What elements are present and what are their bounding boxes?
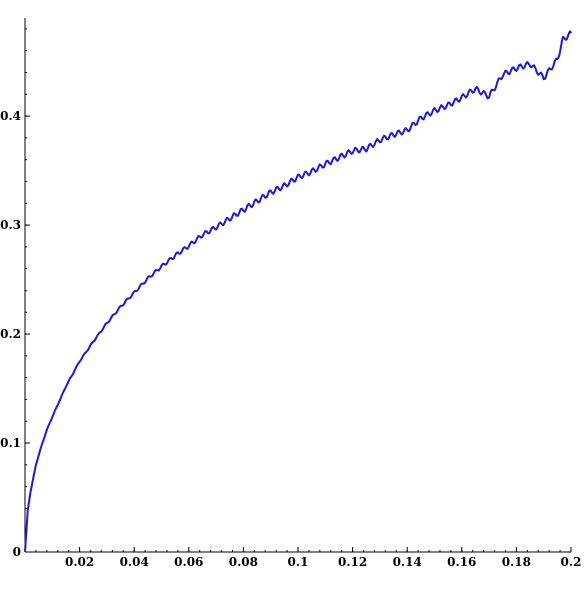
x-tick-label: 0.18 [502,555,531,569]
tick-marks [25,28,572,553]
x-tick-label: 0.06 [174,555,203,569]
y-tick-label: 0 [13,545,21,559]
tick-labels: 0.02 0.04 0.06 0.08 0.1 0.12 0.14 0.16 0.18 0.2 0 0… [0,109,581,569]
x-tick-label: 0.16 [447,555,476,569]
x-tick-label: 0.1 [288,555,309,569]
x-tick-label: 0.02 [65,555,94,569]
y-tick-label: 0.3 [0,218,21,232]
x-tick-label: 0.12 [338,555,367,569]
x-tick-label: 0.14 [393,555,422,569]
x-tick-label: 0.08 [229,555,258,569]
x-tick-label: 0.2 [561,555,582,569]
x-tick-label: 0.04 [120,555,149,569]
series-layer [24,30,572,553]
y-tick-label: 0.4 [0,109,21,123]
y-tick-label: 0.2 [0,327,21,341]
y-tick-label: 0.1 [0,436,21,450]
series-line [24,30,572,553]
